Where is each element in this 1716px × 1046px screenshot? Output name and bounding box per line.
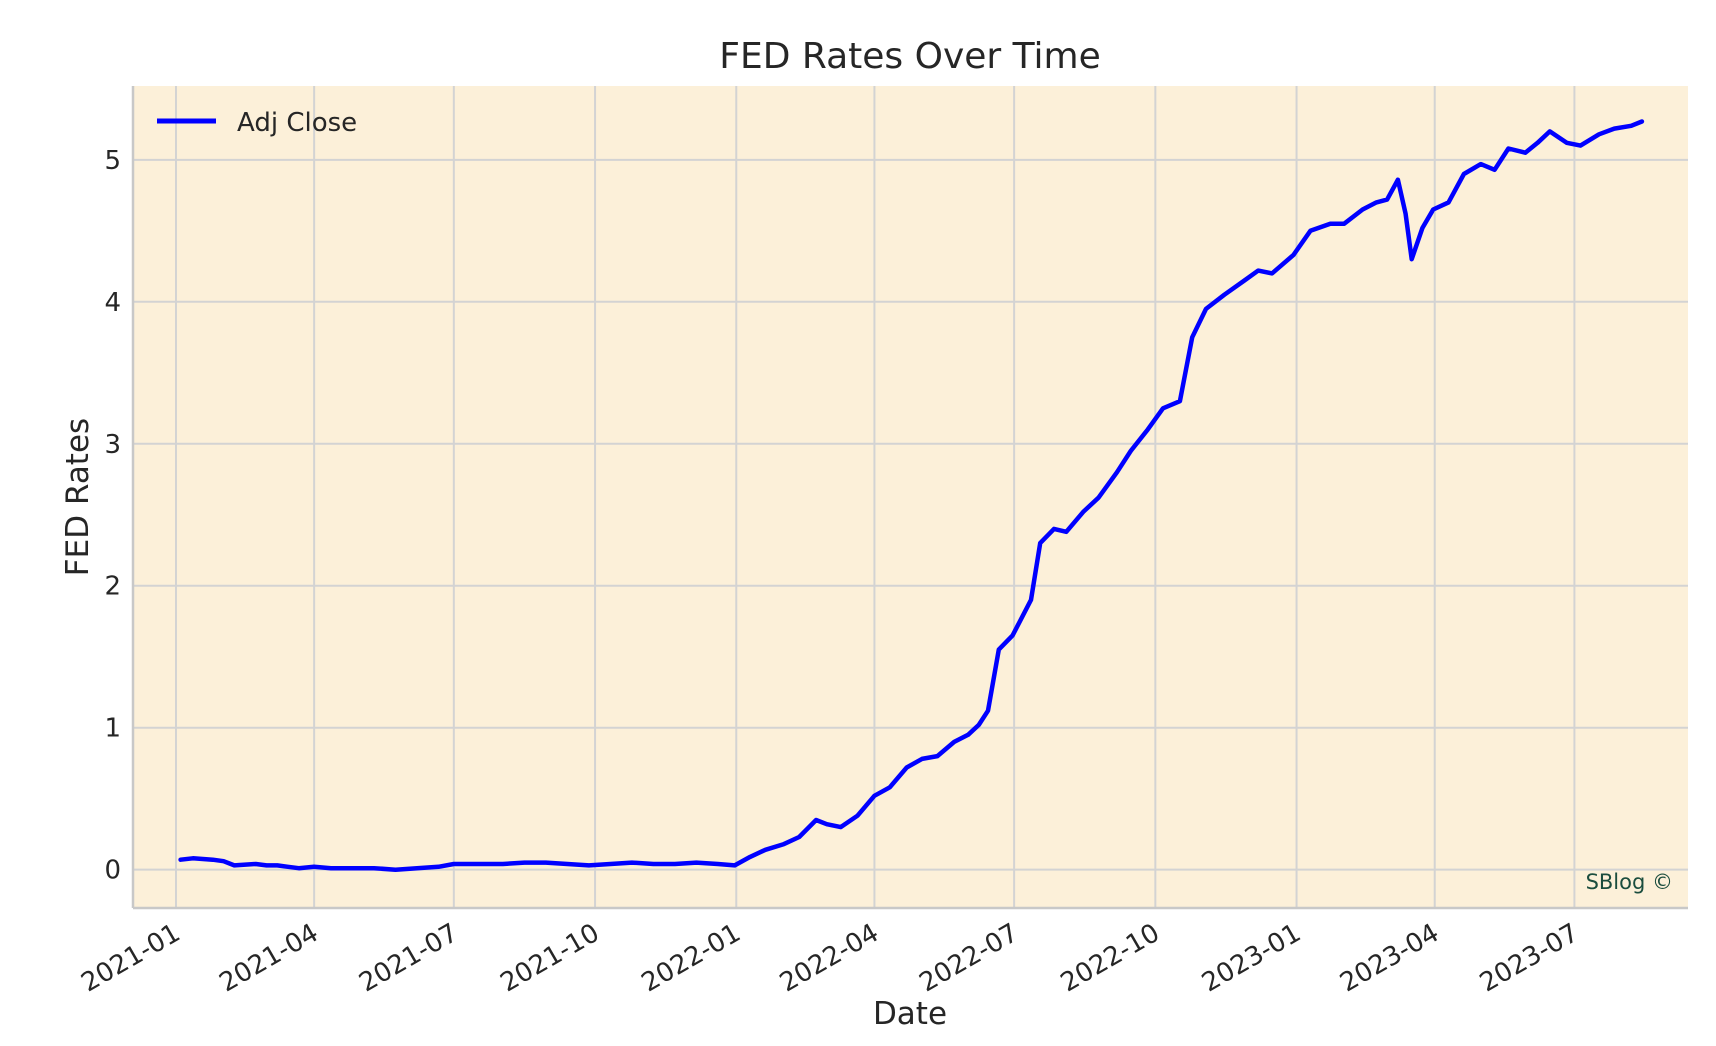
y-tick-label: 4 [104, 288, 121, 318]
watermark: SBlog © [1586, 870, 1673, 894]
series-layer [178, 119, 1645, 872]
x-tick-label: 2021-07 [354, 918, 463, 998]
x-tick-label: 2023-01 [1197, 918, 1306, 998]
x-tick-label: 2023-04 [1335, 918, 1444, 998]
x-tick-label: 2021-10 [495, 918, 604, 998]
legend-label: Adj Close [237, 108, 357, 138]
y-tick-label: 2 [104, 572, 121, 602]
x-tick-label: 2021-01 [76, 918, 185, 998]
legend: Adj Close [157, 108, 357, 138]
chart-title: FED Rates Over Time [719, 36, 1101, 77]
y-tick-label: 1 [104, 714, 121, 744]
x-axis-label: Date [873, 996, 947, 1032]
x-tick-label: 2022-10 [1056, 918, 1165, 998]
y-axis-label: FED Rates [60, 418, 96, 576]
x-tick-label: 2022-04 [775, 918, 884, 998]
plot-area [133, 86, 1688, 908]
x-tick-label: 2023-07 [1475, 918, 1584, 998]
series-line-adj-close [178, 119, 1645, 872]
x-tick-label: 2021-04 [215, 918, 324, 998]
y-tick-label: 3 [104, 430, 121, 460]
y-tick-label: 5 [104, 146, 121, 176]
y-tick-label: 0 [104, 856, 121, 886]
x-tick-label: 2022-07 [915, 918, 1024, 998]
x-tick-label: 2022-01 [637, 918, 746, 998]
